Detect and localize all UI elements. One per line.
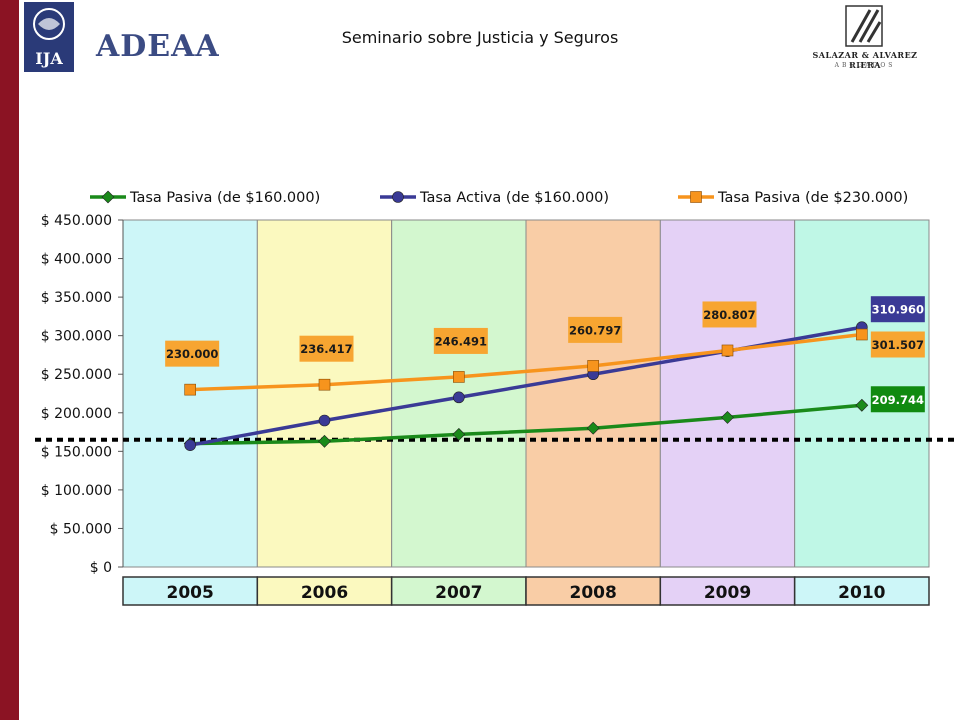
y-tick-label: $ 450.000 <box>41 213 112 229</box>
series-line-1 <box>190 403 862 446</box>
y-axis: $ 0 $ 50.000 $ 100.000 $ 150.000 $ 200.000 $ … <box>41 213 124 576</box>
data-label: 260.797 <box>569 323 621 337</box>
y-tick-label: $ 0 <box>90 560 112 576</box>
band-2006 <box>256 219 393 568</box>
year-box-2005 <box>122 576 259 606</box>
y-tick-label: $ 300.000 <box>41 329 112 345</box>
data-label: 209.744 <box>872 393 924 407</box>
x-tick-label: 2007 <box>435 583 482 603</box>
data-label-box <box>433 327 488 354</box>
data-label-box <box>702 301 757 328</box>
left-accent-bar <box>0 0 19 720</box>
y-tick-label: $ 250.000 <box>41 367 112 383</box>
data-label: 310.960 <box>872 303 924 317</box>
series-3-point-2007 <box>453 371 465 383</box>
x-tick-label: 2006 <box>301 583 348 603</box>
x-tick-label: 2005 <box>167 583 214 603</box>
data-label: 230.000 <box>166 347 218 361</box>
data-label-box <box>870 296 925 323</box>
legend-marker <box>101 190 115 204</box>
legend-label: Tasa Pasiva (de $160.000) <box>129 190 320 206</box>
series-2-point-2005 <box>184 439 196 451</box>
band-2009 <box>659 219 796 568</box>
data-label-box <box>870 386 925 413</box>
y-tick-label: $ 350.000 <box>41 290 112 306</box>
year-bands <box>122 219 930 568</box>
salazar-logo-mark <box>845 5 883 47</box>
legend: Tasa Pasiva (de $160.000) Tasa Activa (de… <box>90 190 908 206</box>
x-tick-label: 2008 <box>570 583 617 603</box>
data-labels: 209.744 310.960 230.000 236.417 246.491 260.7… <box>165 296 925 413</box>
data-label-box <box>568 316 623 343</box>
series-2-point-2006 <box>318 414 331 427</box>
year-axis: 2005 2006 2007 2008 2009 2010 <box>122 576 930 606</box>
data-label-box <box>165 340 220 367</box>
ija-logo-text: IJA <box>35 49 63 68</box>
series-3-point-2005 <box>184 383 196 396</box>
year-box-2008 <box>525 576 662 606</box>
series-lines <box>183 321 869 451</box>
legend-label: Tasa Activa (de $160.000) <box>419 190 609 206</box>
data-label: 236.417 <box>300 342 352 356</box>
data-label: 301.507 <box>872 338 924 352</box>
x-tick-label: 2010 <box>838 583 885 603</box>
data-label-box <box>870 331 925 358</box>
data-label: 280.807 <box>703 308 755 322</box>
year-box-2010 <box>793 576 930 606</box>
series-3-point-2006 <box>318 378 331 391</box>
y-tick-label: $ 100.000 <box>41 483 112 499</box>
series-1-point-2010 <box>855 398 869 412</box>
band-2008 <box>525 219 661 568</box>
series-1-point-2007 <box>452 427 466 441</box>
series-1-point-2009 <box>721 410 734 424</box>
legend-marker <box>690 191 702 203</box>
adeaa-logo: ADEAA <box>96 29 220 64</box>
data-label-box <box>299 335 354 362</box>
series-line-3 <box>190 332 863 392</box>
legend-marker <box>392 191 404 203</box>
series-3-point-2010 <box>856 328 868 341</box>
salazar-logo-name: SALAZAR & ALVAREZ RIERA <box>812 50 918 70</box>
x-tick-label: 2009 <box>704 583 751 603</box>
series-3-point-2009 <box>721 344 734 357</box>
ija-logo: IJA <box>24 2 74 72</box>
series-2-point-2007 <box>453 391 465 404</box>
y-tick-label: $ 150.000 <box>41 444 112 460</box>
year-box-2007 <box>390 576 527 606</box>
series-1-point-2008 <box>586 421 600 435</box>
series-3-point-2008 <box>587 360 599 372</box>
year-box-2006 <box>256 576 393 606</box>
y-tick-label: $ 400.000 <box>41 252 112 268</box>
y-tick-label: $ 50.000 <box>50 521 112 537</box>
data-label: 246.491 <box>435 334 487 348</box>
legend-label: Tasa Pasiva (de $230.000) <box>717 190 908 206</box>
series-1-point-2006 <box>318 434 331 448</box>
y-tick-label: $ 200.000 <box>41 406 112 422</box>
page-title: Seminario sobre Justicia y Seguros <box>341 28 619 47</box>
salazar-logo-sub: ABOGADOS <box>834 62 896 69</box>
